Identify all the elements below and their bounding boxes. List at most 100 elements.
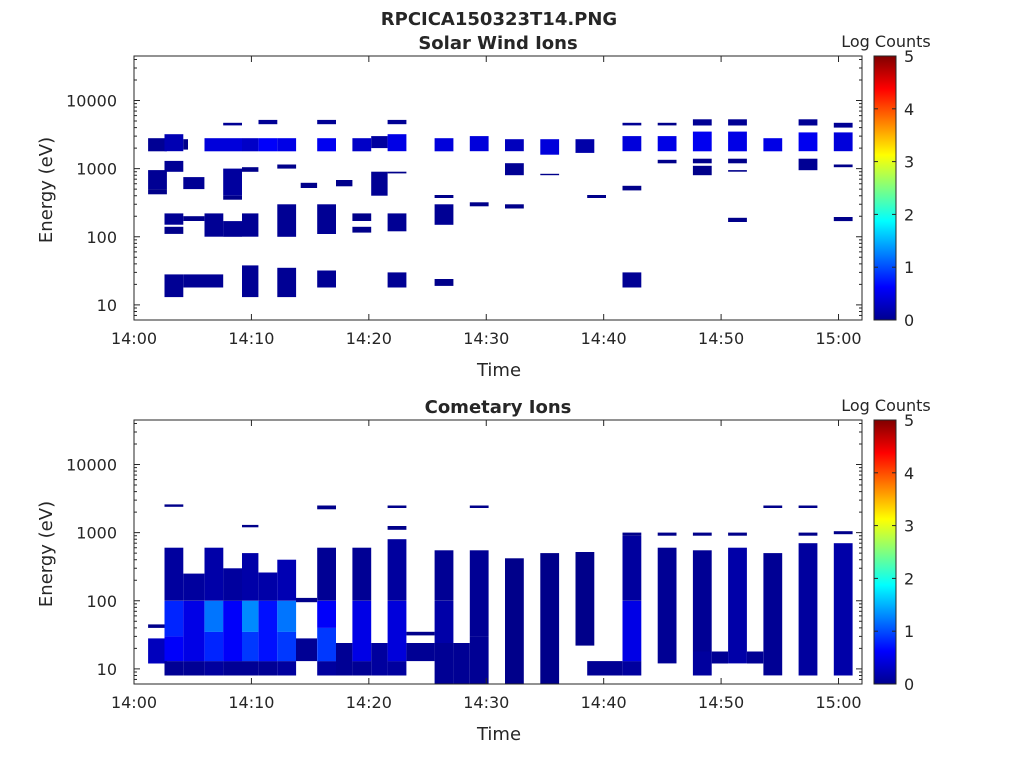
heatmap-cell bbox=[406, 631, 435, 636]
x-tick-label: 14:20 bbox=[346, 693, 392, 712]
x-tick-label: 14:30 bbox=[463, 329, 509, 348]
heatmap-cell bbox=[242, 213, 259, 237]
heatmap-cell bbox=[622, 185, 642, 191]
heatmap-cell bbox=[183, 139, 188, 150]
heatmap-cell bbox=[798, 132, 818, 152]
heatmap-cell bbox=[296, 638, 318, 662]
heatmap-cell bbox=[258, 119, 278, 125]
heatmap-cell bbox=[728, 131, 747, 152]
heatmap-cell bbox=[434, 195, 454, 198]
heatmap-cell bbox=[387, 119, 407, 125]
heatmap-cell bbox=[622, 122, 642, 126]
heatmap-cell bbox=[434, 204, 454, 225]
heatmap-cell bbox=[183, 600, 205, 662]
heatmap-cell bbox=[406, 643, 435, 662]
x-tick-label: 14:40 bbox=[581, 329, 627, 348]
colorbar-tick-label: 2 bbox=[904, 205, 914, 224]
heatmap-cell bbox=[387, 272, 407, 288]
heatmap-cell bbox=[387, 600, 407, 662]
heatmap-cell bbox=[657, 136, 677, 152]
heatmap-cell bbox=[575, 552, 595, 646]
heatmap-cell bbox=[622, 535, 642, 601]
heatmap-cell bbox=[277, 631, 297, 662]
heatmap-cell bbox=[258, 600, 278, 662]
heatmap-cell bbox=[352, 600, 372, 662]
heatmap-cell bbox=[164, 600, 184, 637]
heatmap-cell bbox=[434, 600, 454, 643]
heatmap-cell bbox=[657, 122, 677, 126]
heatmap-cell bbox=[164, 274, 184, 298]
heatmap-cell bbox=[622, 136, 642, 152]
heatmap-cell bbox=[387, 134, 407, 152]
heatmap-cell bbox=[371, 171, 388, 196]
heatmap-cell bbox=[763, 553, 783, 676]
heatmap-cell bbox=[505, 139, 524, 152]
heatmap-cell bbox=[242, 265, 259, 298]
panel-title: Cometary Ions bbox=[425, 397, 572, 418]
y-axis-label: Energy (eV) bbox=[36, 501, 57, 607]
heatmap-cell bbox=[453, 643, 470, 684]
heatmap-cell bbox=[657, 159, 677, 164]
heatmap-cell bbox=[258, 572, 278, 601]
heatmap-cell bbox=[336, 643, 353, 676]
figure-title: RPCICA150323T14.PNG bbox=[381, 9, 617, 30]
heatmap-cell bbox=[371, 136, 388, 149]
heatmap-cell bbox=[204, 600, 224, 632]
y-tick-label: 10 bbox=[97, 296, 117, 315]
axes-frame bbox=[133, 55, 863, 321]
heatmap-cell bbox=[183, 177, 205, 190]
heatmap-cell bbox=[728, 170, 747, 172]
colorbar-tick-label: 1 bbox=[904, 258, 914, 277]
heatmap-cell bbox=[148, 138, 167, 152]
heatmap-cell bbox=[164, 636, 184, 662]
heatmap-cell bbox=[540, 553, 560, 684]
heatmap-cell bbox=[223, 600, 242, 662]
heatmap-cell bbox=[242, 631, 259, 662]
heatmap-cell bbox=[728, 532, 747, 536]
colorbar-tick-label: 5 bbox=[904, 47, 914, 66]
heatmap-cell bbox=[242, 524, 259, 528]
heatmap-cell bbox=[352, 213, 372, 221]
heatmap-cell bbox=[606, 661, 623, 676]
heatmap-cell bbox=[469, 550, 489, 637]
heatmap-cell bbox=[763, 505, 783, 508]
heatmap-cell bbox=[148, 638, 167, 664]
heatmap-cell bbox=[317, 138, 336, 152]
x-axis-label: Time bbox=[476, 360, 521, 381]
heatmap-cell bbox=[469, 136, 489, 152]
heatmap-cell bbox=[204, 138, 243, 152]
heatmap-cell bbox=[798, 158, 818, 171]
heatmap-cell bbox=[223, 168, 242, 196]
heatmap-cell bbox=[148, 624, 167, 628]
heatmap-cell bbox=[242, 138, 259, 152]
colorbar-tick-label: 4 bbox=[904, 100, 914, 119]
colorbar-tick-label: 0 bbox=[904, 311, 914, 330]
heatmap-cell bbox=[798, 119, 818, 126]
heatmap-cell bbox=[387, 505, 407, 508]
heatmap-cell bbox=[622, 600, 642, 662]
heatmap-cell bbox=[387, 539, 407, 601]
x-tick-label: 14:20 bbox=[346, 329, 392, 348]
heatmap-cell bbox=[711, 651, 729, 664]
heatmap-cell bbox=[164, 504, 184, 507]
heatmap-cell bbox=[434, 550, 454, 601]
heatmap-cell bbox=[317, 627, 336, 662]
heatmap-cell bbox=[728, 217, 747, 222]
heatmap-cell bbox=[692, 532, 712, 536]
heatmap-cell bbox=[183, 573, 205, 601]
heatmap-cell bbox=[242, 553, 259, 601]
colorbar-tick-label: 3 bbox=[904, 517, 914, 536]
heatmap-cell bbox=[258, 138, 278, 152]
heatmap-cell bbox=[148, 189, 167, 195]
x-tick-label: 14:00 bbox=[111, 693, 157, 712]
heatmap-cell bbox=[242, 600, 259, 632]
heatmap-cell bbox=[300, 182, 318, 188]
colorbar-tick-label: 5 bbox=[904, 411, 914, 430]
heatmap-cell bbox=[317, 600, 336, 628]
heatmap-cell bbox=[183, 274, 224, 288]
colorbar-tick-label: 4 bbox=[904, 464, 914, 483]
heatmap-cell bbox=[622, 532, 642, 536]
heatmap-cell bbox=[277, 559, 297, 601]
heatmap-cell bbox=[692, 651, 712, 676]
